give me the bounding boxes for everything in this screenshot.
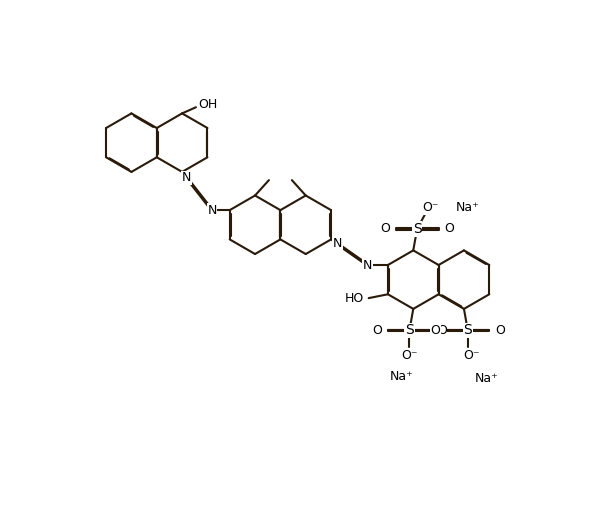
Text: N: N xyxy=(333,237,342,250)
Text: O⁻: O⁻ xyxy=(401,349,417,362)
Text: O: O xyxy=(430,324,440,337)
Text: Na⁺: Na⁺ xyxy=(475,372,499,385)
Text: O: O xyxy=(437,324,447,337)
Text: S: S xyxy=(463,323,472,337)
Text: N: N xyxy=(207,203,216,217)
Text: Na⁺: Na⁺ xyxy=(390,370,414,383)
Text: N: N xyxy=(182,171,191,184)
Text: S: S xyxy=(413,222,422,236)
Text: N: N xyxy=(363,259,372,271)
Text: S: S xyxy=(405,323,414,337)
Text: OH: OH xyxy=(199,98,218,111)
Text: HO: HO xyxy=(345,291,365,304)
Text: O⁻: O⁻ xyxy=(463,349,480,362)
Text: O: O xyxy=(444,222,454,235)
Text: O: O xyxy=(495,324,505,337)
Text: O: O xyxy=(372,324,382,337)
Text: Na⁺: Na⁺ xyxy=(455,201,479,214)
Text: O⁻: O⁻ xyxy=(422,201,438,214)
Text: O: O xyxy=(380,222,390,235)
